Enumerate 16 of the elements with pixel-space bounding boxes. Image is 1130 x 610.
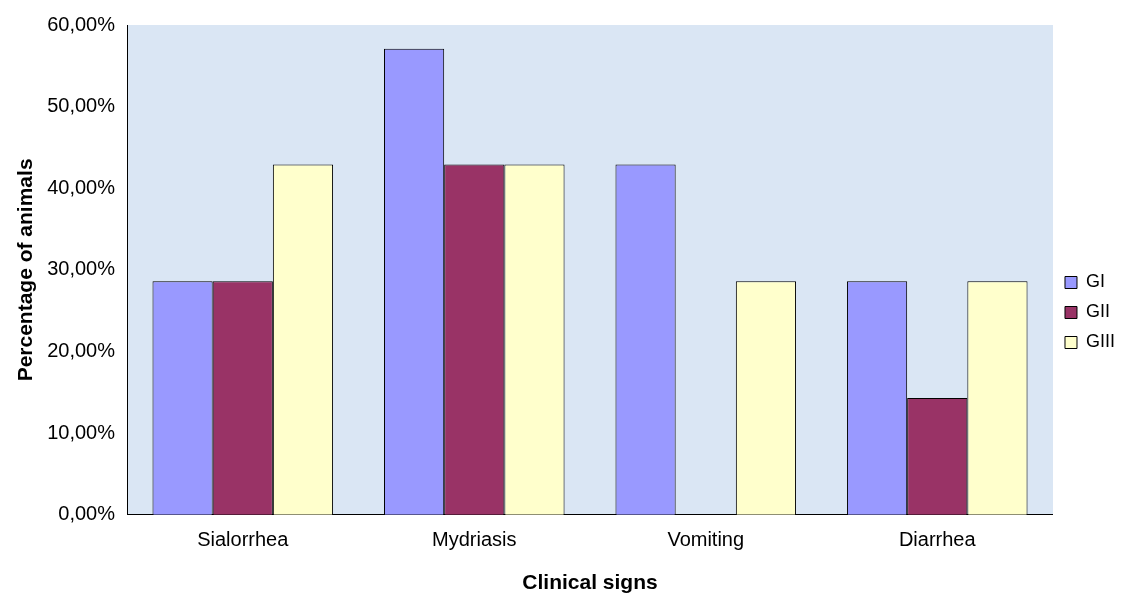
x-tick-label: Vomiting bbox=[667, 528, 745, 551]
y-tick-label: 20,00% bbox=[47, 339, 116, 362]
y-tick-label: 50,00% bbox=[47, 94, 116, 117]
y-tick-label: 40,00% bbox=[47, 175, 116, 198]
y-tick-label: 60,00% bbox=[47, 12, 116, 35]
x-tick-label: Mydriasis bbox=[432, 528, 517, 551]
y-tick-label: 10,00% bbox=[47, 420, 116, 443]
y-tick-label: 0,00% bbox=[58, 502, 116, 525]
y-axis-title: Percentage of animals bbox=[13, 158, 37, 382]
x-tick-label: Sialorrhea bbox=[197, 528, 290, 551]
y-tick-label: 30,00% bbox=[47, 257, 116, 280]
legend-label: GII bbox=[1086, 301, 1111, 322]
x-tick-label: Diarrhea bbox=[898, 528, 977, 551]
x-axis-title: Clinical signs bbox=[522, 570, 658, 594]
legend-label: GI bbox=[1086, 271, 1106, 292]
legend-label: GIII bbox=[1086, 331, 1116, 352]
